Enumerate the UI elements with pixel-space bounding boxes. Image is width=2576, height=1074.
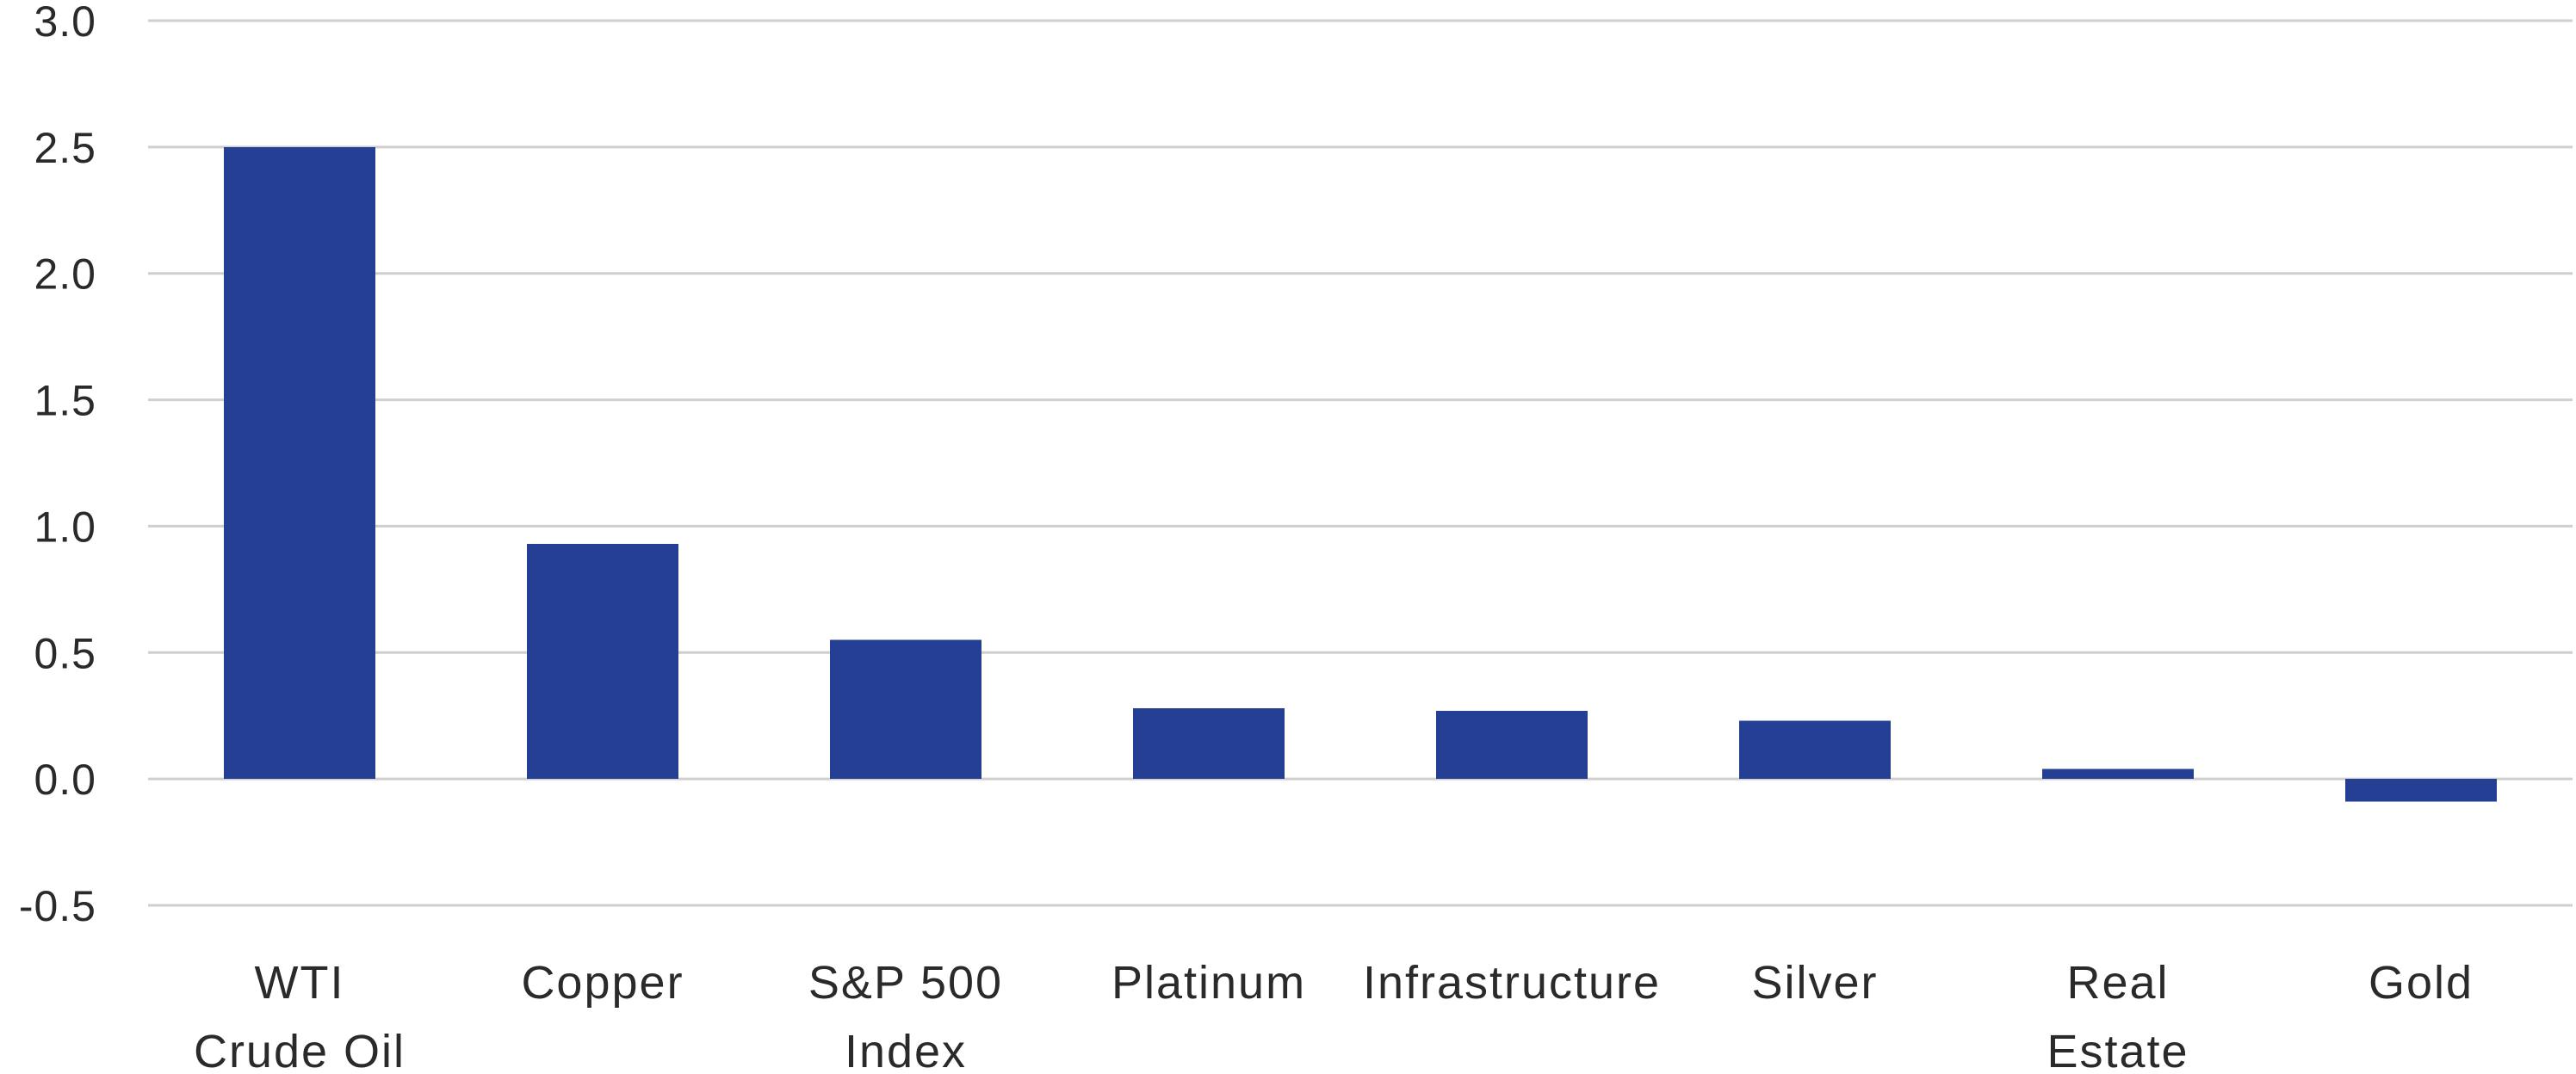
y-tick-label: 0.5 [34,629,96,677]
bar [1436,710,1588,780]
y-tick-label: 2.0 [34,250,96,299]
bar [527,543,678,780]
x-tick-label: Platinum [1112,957,1306,1009]
bar [1133,707,1285,780]
gridlines [148,19,2573,907]
bar [224,146,375,780]
y-axis-tick-labels: -0.5 0.0 0.5 1.0 1.5 2.0 2.5 3.0 [19,0,96,930]
x-tick-label-line: S&P 500 [808,957,1003,1009]
bar [1739,720,1891,780]
x-tick-label-line: Gold [2369,957,2474,1009]
x-tick-label: Real Estate [2047,957,2189,1074]
x-tick-label: Gold [2369,957,2474,1009]
bar [830,639,981,780]
x-tick-label: Silver [1751,957,1878,1009]
x-tick-label-line: Silver [1751,957,1878,1009]
bar [2345,779,2497,802]
x-tick-label: Copper [521,957,684,1009]
y-tick-label: 1.5 [34,377,96,425]
x-tick-label: S&P 500 Index [808,957,1003,1074]
y-tick-label: -0.5 [19,882,96,930]
y-tick-label: 2.5 [34,124,96,172]
bars [224,146,2497,802]
y-tick-label: 1.0 [34,503,96,551]
x-tick-label-line: Copper [521,957,684,1009]
x-tick-label: Infrastructure [1363,957,1661,1009]
x-tick-label-line: Infrastructure [1363,957,1661,1009]
bar [2042,768,2194,780]
x-tick-label-line: WTI [255,957,345,1009]
x-axis-category-labels: WTI Crude Oil Copper S&P 500 Index Platinum In… [194,957,2474,1074]
x-tick-label: WTI Crude Oil [194,957,406,1074]
x-tick-label-line: Estate [2047,1026,2189,1074]
x-tick-label-line: Platinum [1112,957,1306,1009]
x-tick-label-line: Crude Oil [194,1026,406,1074]
x-tick-label-line: Index [845,1026,967,1074]
y-tick-label: 0.0 [34,756,96,804]
x-tick-label-line: Real [2066,957,2169,1009]
y-tick-label: 3.0 [34,0,96,46]
